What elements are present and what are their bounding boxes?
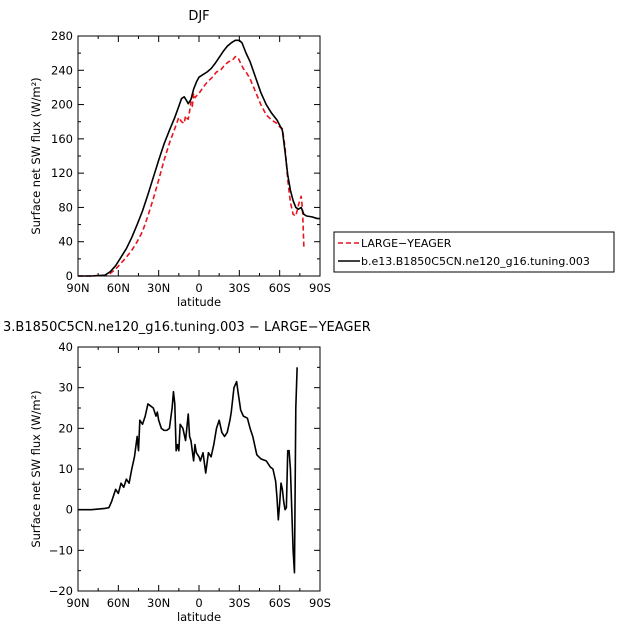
legend-label: b.e13.B1850C5CN.ne120_g16.tuning.003 (361, 255, 590, 268)
y-tick-label: 240 (51, 63, 73, 77)
y-tick-label: 80 (58, 200, 73, 214)
chart-title: 3.B1850C5CN.ne120_g16.tuning.003 − LARGE… (3, 320, 371, 335)
series-line-2-1 (78, 367, 298, 574)
y-tick-label: 10 (58, 462, 73, 476)
x-tick-label: 30N (147, 281, 170, 295)
y-tick-label: −20 (49, 584, 73, 598)
legend: LARGE−YEAGER b.e13.B1850C5CN.ne120_g16.tu… (333, 231, 615, 273)
x-tick-label: 90N (66, 281, 89, 295)
y-tick-label: 40 (58, 235, 73, 249)
x-tick-label: 0 (195, 596, 202, 610)
x-axis-label: latitude (177, 610, 221, 624)
legend-box (333, 231, 615, 273)
bottom-panel: 3.B1850C5CN.ne120_g16.tuning.003 − LARGE… (3, 320, 371, 624)
series-line-1-2 (78, 39, 320, 277)
x-tick-label: 90S (309, 596, 331, 610)
y-axis-label: Surface net SW flux (W/m²) (29, 77, 43, 234)
x-tick-label: 30S (228, 281, 250, 295)
x-tick-label: 30S (228, 596, 250, 610)
legend-label: LARGE−YEAGER (361, 237, 452, 250)
x-tick-label: 90S (309, 281, 331, 295)
y-tick-label: −10 (49, 543, 73, 557)
x-tick-label: 90N (66, 596, 89, 610)
x-tick-label: 60N (107, 281, 130, 295)
y-tick-label: 20 (58, 421, 73, 435)
x-axis-label: latitude (177, 295, 221, 309)
y-tick-label: 30 (58, 381, 73, 395)
x-tick-label: 60N (107, 596, 130, 610)
y-tick-label: 200 (51, 98, 73, 112)
y-axis-label: Surface net SW flux (W/m²) (29, 390, 43, 547)
series-line-1-1 (78, 55, 305, 277)
x-tick-label: 30N (147, 596, 170, 610)
x-tick-label: 60S (269, 281, 291, 295)
y-tick-label: 0 (66, 503, 73, 517)
y-tick-label: 280 (51, 29, 73, 43)
x-tick-label: 60S (269, 596, 291, 610)
top-panel: DJF 90N 60N 30N 0 30S 60S 90S 0 40 80 120 160 200 240 2… (29, 9, 331, 309)
y-tick-label: 160 (51, 132, 73, 146)
y-tick-label: 120 (51, 166, 73, 180)
plot-frame (77, 35, 321, 277)
chart-title: DJF (188, 9, 209, 24)
plot-frame (77, 346, 321, 592)
x-tick-label: 0 (195, 281, 202, 295)
y-tick-label: 40 (58, 340, 73, 354)
y-tick-label: 0 (66, 269, 73, 283)
